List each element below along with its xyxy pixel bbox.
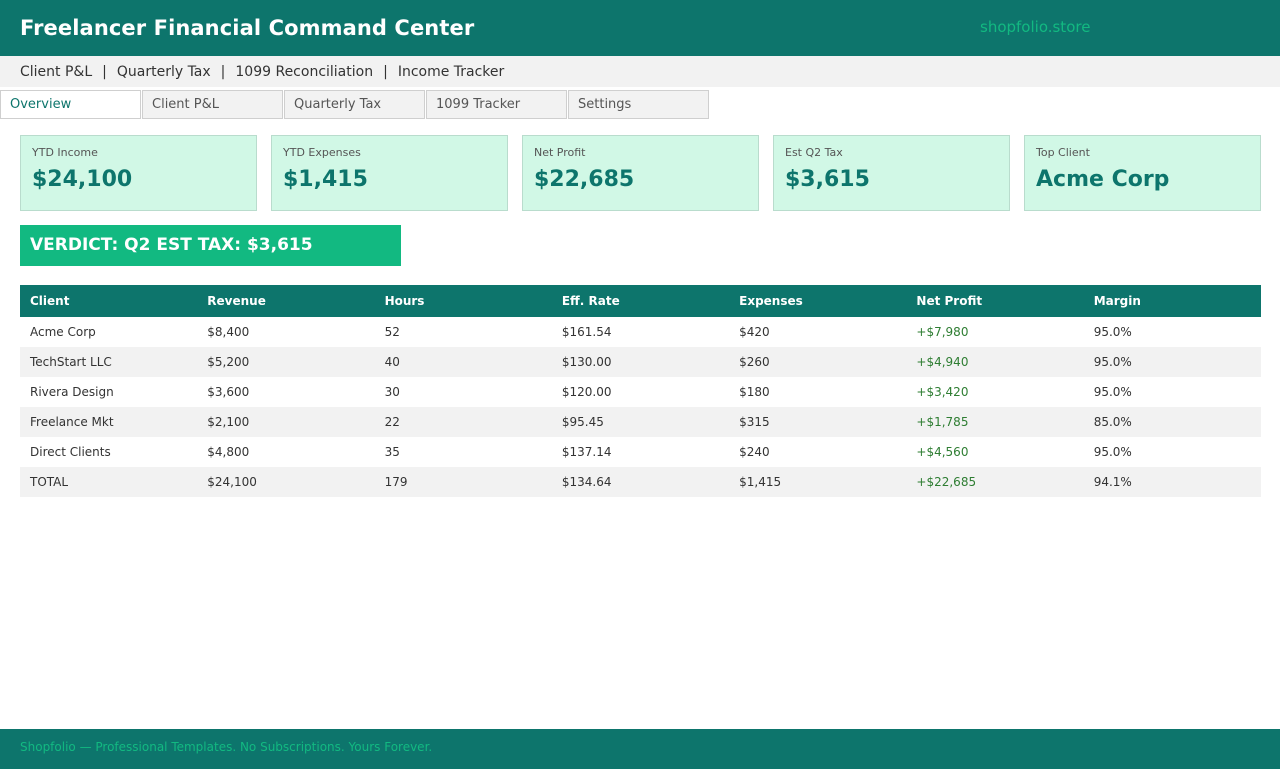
- cell-client: Freelance Mkt: [30, 415, 114, 429]
- cell-net-profit: +$1,785: [916, 415, 969, 429]
- subnav-1099-reconciliation[interactable]: 1099 Reconciliation: [235, 63, 374, 80]
- column-header-hours[interactable]: Hours: [384, 294, 425, 308]
- subnav-client-pl[interactable]: Client P&L: [20, 63, 93, 80]
- table-total-row: TOTAL $24,100 179 $134.64 $1,415 +$22,68…: [20, 467, 1261, 497]
- table-row: Freelance Mkt $2,100 22 $95.45 $315 +$1,…: [20, 407, 1261, 437]
- table-row: TechStart LLC $5,200 40 $130.00 $260 +$4…: [20, 347, 1261, 377]
- kpi-label: YTD Income: [32, 146, 98, 159]
- cell-margin: 85.0%: [1093, 415, 1132, 429]
- cell-margin: 95.0%: [1093, 325, 1132, 339]
- cell-revenue: $3,600: [207, 385, 250, 399]
- tab-1099-tracker[interactable]: 1099 Tracker: [426, 90, 567, 119]
- kpi-label: Est Q2 Tax: [785, 146, 843, 159]
- cell-expenses: $1,415: [739, 475, 782, 489]
- cell-margin: 95.0%: [1093, 445, 1132, 459]
- verdict-banner: VERDICT: Q2 EST TAX: $3,615: [20, 225, 401, 266]
- cell-net-profit: +$3,420: [916, 385, 969, 399]
- kpi-card-ytd-income: YTD Income $24,100: [20, 135, 257, 211]
- cell-hours: 52: [384, 325, 400, 339]
- tab-bar: Overview Client P&L Quarterly Tax 1099 T…: [0, 90, 710, 119]
- cell-expenses: $240: [739, 445, 770, 459]
- cell-margin: 95.0%: [1093, 385, 1132, 399]
- cell-eff-rate: $161.54: [561, 325, 612, 339]
- cell-eff-rate: $130.00: [561, 355, 612, 369]
- cell-revenue: $8,400: [207, 325, 250, 339]
- tab-settings[interactable]: Settings: [568, 90, 709, 119]
- sub-navigation: Client P&L | Quarterly Tax | 1099 Reconc…: [0, 56, 1280, 87]
- cell-net-profit: +$22,685: [916, 475, 977, 489]
- tab-quarterly-tax[interactable]: Quarterly Tax: [284, 90, 425, 119]
- cell-eff-rate: $95.45: [561, 415, 604, 429]
- cell-client: Rivera Design: [30, 385, 114, 399]
- table-row: Rivera Design $3,600 30 $120.00 $180 +$3…: [20, 377, 1261, 407]
- table-header-row: Client Revenue Hours Eff. Rate Expenses …: [20, 285, 1261, 317]
- cell-client: Direct Clients: [30, 445, 111, 459]
- cell-expenses: $260: [739, 355, 770, 369]
- cell-hours: 179: [384, 475, 408, 489]
- cell-hours: 35: [384, 445, 400, 459]
- kpi-card-net-profit: Net Profit $22,685: [522, 135, 759, 211]
- cell-revenue: $2,100: [207, 415, 250, 429]
- cell-net-profit: +$7,980: [916, 325, 969, 339]
- kpi-cards: YTD Income $24,100 YTD Expenses $1,415 N…: [20, 135, 1261, 211]
- cell-client: Acme Corp: [30, 325, 96, 339]
- column-header-eff-rate[interactable]: Eff. Rate: [561, 294, 620, 308]
- client-pl-table: Client Revenue Hours Eff. Rate Expenses …: [20, 285, 1261, 497]
- subnav-separator: |: [220, 63, 226, 80]
- kpi-value: $22,685: [534, 167, 635, 192]
- cell-eff-rate: $137.14: [561, 445, 612, 459]
- store-link[interactable]: shopfolio.store: [980, 18, 1091, 36]
- app-header: Freelancer Financial Command Center shop…: [0, 0, 1280, 56]
- subnav-income-tracker[interactable]: Income Tracker: [397, 63, 505, 80]
- kpi-label: Net Profit: [534, 146, 586, 159]
- cell-revenue: $4,800: [207, 445, 250, 459]
- kpi-value: Acme Corp: [1036, 167, 1170, 192]
- column-header-client[interactable]: Client: [30, 294, 70, 308]
- cell-hours: 40: [384, 355, 400, 369]
- cell-expenses: $180: [739, 385, 770, 399]
- kpi-label: Top Client: [1036, 146, 1090, 159]
- kpi-value: $1,415: [283, 167, 368, 192]
- cell-margin: 94.1%: [1093, 475, 1132, 489]
- subnav-quarterly-tax[interactable]: Quarterly Tax: [116, 63, 211, 80]
- cell-net-profit: +$4,940: [916, 355, 969, 369]
- kpi-value: $24,100: [32, 167, 133, 192]
- footer-tagline: Shopfolio — Professional Templates. No S…: [0, 729, 1280, 769]
- cell-eff-rate: $134.64: [561, 475, 612, 489]
- cell-client: TOTAL: [30, 475, 69, 489]
- subnav-separator: |: [102, 63, 107, 80]
- subnav-separator: |: [383, 63, 388, 80]
- cell-hours: 30: [384, 385, 400, 399]
- column-header-net-profit[interactable]: Net Profit: [916, 294, 983, 308]
- cell-expenses: $315: [739, 415, 770, 429]
- cell-revenue: $24,100: [207, 475, 257, 489]
- tab-client-pl[interactable]: Client P&L: [142, 90, 283, 119]
- cell-margin: 95.0%: [1093, 355, 1132, 369]
- table-row: Direct Clients $4,800 35 $137.14 $240 +$…: [20, 437, 1261, 467]
- kpi-card-est-q2-tax: Est Q2 Tax $3,615: [773, 135, 1010, 211]
- column-header-revenue[interactable]: Revenue: [207, 294, 266, 308]
- tab-overview[interactable]: Overview: [0, 90, 141, 119]
- cell-client: TechStart LLC: [30, 355, 112, 369]
- cell-expenses: $420: [739, 325, 770, 339]
- cell-revenue: $5,200: [207, 355, 250, 369]
- cell-hours: 22: [384, 415, 400, 429]
- cell-eff-rate: $120.00: [561, 385, 612, 399]
- kpi-label: YTD Expenses: [283, 146, 361, 159]
- kpi-value: $3,615: [785, 167, 870, 192]
- kpi-card-ytd-expenses: YTD Expenses $1,415: [271, 135, 508, 211]
- app-title: Freelancer Financial Command Center: [20, 16, 475, 40]
- column-header-margin[interactable]: Margin: [1093, 294, 1141, 308]
- kpi-card-top-client: Top Client Acme Corp: [1024, 135, 1261, 211]
- cell-net-profit: +$4,560: [916, 445, 969, 459]
- table-row: Acme Corp $8,400 52 $161.54 $420 +$7,980…: [20, 317, 1261, 347]
- column-header-expenses[interactable]: Expenses: [739, 294, 803, 308]
